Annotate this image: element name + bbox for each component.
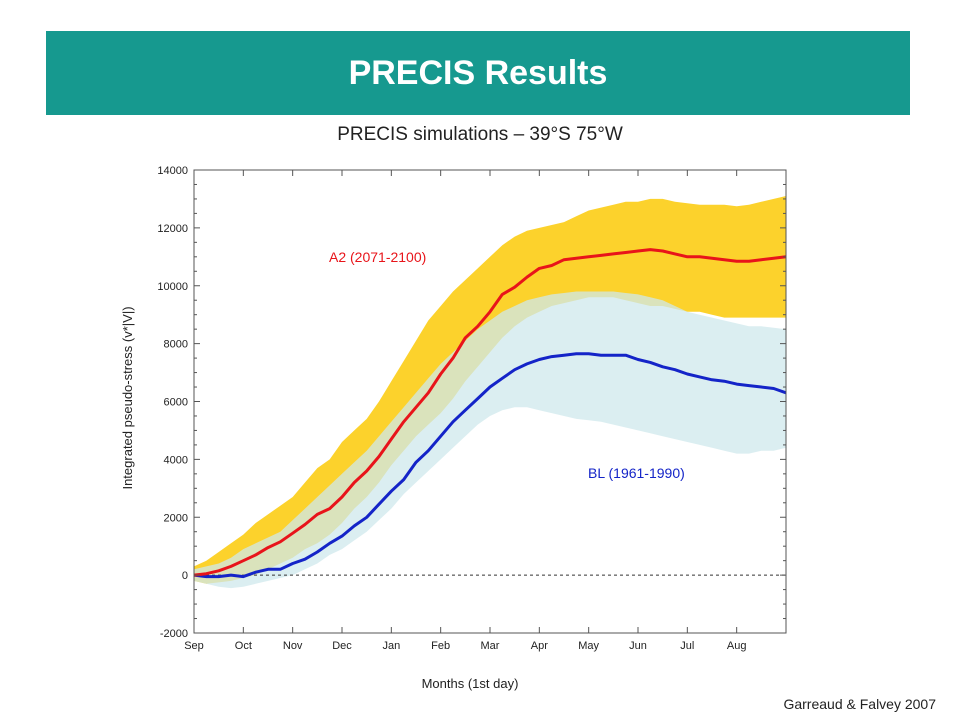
y-tick-label: 0 bbox=[182, 570, 188, 582]
page-title: PRECIS Results bbox=[348, 53, 608, 92]
series-line-a2 bbox=[193, 248, 787, 577]
x-tick-label: Nov bbox=[283, 640, 303, 652]
y-tick-label: 6000 bbox=[164, 397, 188, 409]
y-tick-label: 8000 bbox=[164, 339, 188, 351]
title-banner: PRECIS Results bbox=[46, 31, 910, 115]
x-tick-label: Jul bbox=[680, 640, 694, 652]
x-tick-label: Mar bbox=[481, 640, 500, 652]
y-tick-label: 10000 bbox=[157, 281, 188, 293]
chart-title: PRECIS simulations – 39°S 75°W bbox=[337, 124, 623, 145]
x-tick-label: Jun bbox=[629, 640, 647, 652]
annotation-bl: BL (1961-1990) bbox=[588, 465, 685, 481]
y-tick-label: 12000 bbox=[157, 223, 188, 235]
credit-text: Garreaud & Falvey 2007 bbox=[783, 696, 936, 712]
x-tick-label: May bbox=[578, 640, 599, 652]
x-tick-label: Sep bbox=[184, 640, 204, 652]
x-tick-label: Feb bbox=[431, 640, 450, 652]
x-tick-label: Apr bbox=[531, 640, 548, 652]
y-tick-label: -2000 bbox=[160, 628, 188, 640]
annotation-a2: A2 (2071-2100) bbox=[329, 249, 426, 265]
x-tick-label: Aug bbox=[727, 640, 747, 652]
y-tick-label: 2000 bbox=[164, 512, 188, 524]
band-bl bbox=[194, 291, 786, 589]
x-tick-label: Oct bbox=[235, 640, 252, 652]
y-tick-label: 4000 bbox=[164, 454, 188, 466]
y-axis-label: Integrated pseudo-stress (v*|V|) bbox=[120, 306, 135, 489]
series-line-bl bbox=[193, 352, 787, 579]
x-tick-label: Jan bbox=[382, 640, 400, 652]
x-axis-label: Months (1st day) bbox=[422, 676, 519, 691]
x-tick-label: Dec bbox=[332, 640, 352, 652]
y-tick-label: 14000 bbox=[157, 165, 188, 177]
